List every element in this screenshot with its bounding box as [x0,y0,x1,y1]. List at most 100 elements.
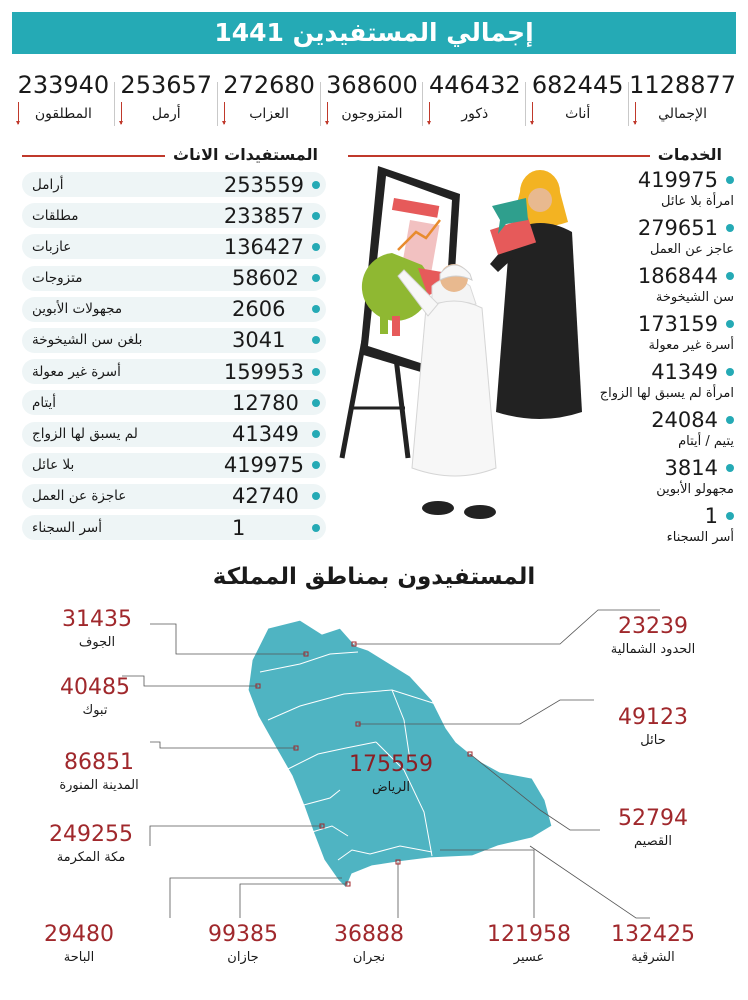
presentation-illustration [339,166,582,519]
total-label: المتزوجون [341,106,403,122]
item-label: أيتام [32,394,57,411]
bullet-icon [312,242,320,251]
total-label: ذكور [461,106,489,122]
heading-rule [348,155,722,157]
region-makkah: 249255 مكة المكرمة [26,822,156,868]
item-label: أسرة غير معولة [648,338,734,353]
tick-arrow-icon [118,102,123,125]
item-label: سن الشيخوخة [655,290,734,305]
list-item: 419975 بلا عائل [22,452,326,478]
bullet-icon [312,398,320,407]
list-item: 253559 أرامل [22,172,326,197]
region-label: عسير [513,950,545,965]
item-value: 2606 [232,297,286,322]
item-value: 136427 [223,234,304,259]
region-eastern: 132425 الشرقية [588,922,718,968]
region-label: الباحة [63,950,95,965]
bullet-icon [312,461,320,470]
region-label: جازان [227,950,259,965]
region-value: 121958 [487,922,571,947]
region-asir: 121958 عسير [464,922,594,968]
item-value: 173159 [637,312,718,336]
item-value: 186844 [637,264,718,288]
item-label: مطلقات [32,207,79,224]
bullet-icon [312,274,320,283]
item-label: أسر السجناء [32,519,102,536]
total-female: 682445 أناث [526,68,629,130]
region-value: 36888 [334,922,404,947]
item-label: متزوجات [32,270,83,287]
bullet-icon [726,416,734,424]
bullet-icon [726,512,734,520]
tick-arrow-icon [427,102,432,125]
tick-arrow-icon [221,102,226,125]
total-value: 233940 [17,71,110,99]
region-value: 99385 [208,922,278,947]
services-section-heading: الخدمات [348,143,722,167]
tick-arrow-icon [530,102,535,125]
services-section-title: الخدمات [649,145,722,164]
item-label: مجهولو الأبوين [656,482,734,497]
list-item: 58602 متزوجات [22,265,326,291]
bullet-icon [312,367,320,376]
region-jouf: 31435 الجوف [32,607,162,653]
bullet-icon [312,305,320,314]
item-label: امرأة بلا عائل [661,194,734,209]
item-label: عاجز عن العمل [649,242,734,257]
bullet-icon [312,211,320,220]
female-section-heading: المستفيدات الاناث [22,143,318,167]
region-value: 31435 [62,607,132,632]
total-divorced: 233940 المطلقون [12,68,115,130]
female-section-title: المستفيدات الاناث [165,145,318,164]
list-item: 136427 عازبات [22,234,326,260]
total-label: الإجمالي [658,106,707,122]
list-item: 12780 أيتام [22,390,326,416]
item-label: أسرة غير معولة [32,363,121,380]
region-riyadh: 175559 الرياض [326,752,456,798]
item-value: 1 [704,504,718,528]
page-title: إجمالي المستفيدين 1441 [12,12,736,54]
region-northern-borders: 23239 الحدود الشمالية [588,614,718,660]
region-label: الجوف [78,635,116,650]
list-item: 3041 بلغن سن الشيخوخة [22,327,326,353]
item-label: بلغن سن الشيخوخة [32,332,143,349]
total-label: المطلقون [34,106,92,122]
bullet-icon [726,464,734,472]
list-item: 42740 عاجزة عن العمل [22,483,326,509]
item-value: 253559 [223,172,304,197]
bullet-icon [312,523,320,532]
total-label: أرمل [151,106,181,122]
total-value: 1128877 [629,71,736,99]
region-value: 52794 [618,806,688,831]
bullet-icon [726,320,734,328]
item-label: لم يسبق لها الزواج [32,426,138,442]
region-value: 86851 [64,750,134,775]
tick-arrow-icon [633,102,638,125]
list-item: 173159 أسرة غير معولة [534,312,734,360]
item-label: يتيم / أيتام [678,434,734,449]
region-label: حائل [640,733,666,748]
item-value: 41349 [651,360,718,384]
region-label: المدينة المنورة [59,778,139,793]
total-value: 368600 [326,71,418,99]
list-item: 233857 مطلقات [22,203,326,229]
item-label: عازبات [32,238,72,255]
list-item: 41349 امرأة لم يسبق لها الزواج [534,360,734,408]
map-title: المستفيدون بمناطق المملكة [212,564,536,590]
region-label: مكة المكرمة [56,850,126,865]
item-value: 41349 [232,422,299,446]
item-value: 279651 [637,216,718,240]
total-all: 1128877 الإجمالي [629,68,736,130]
item-label: امرأة لم يسبق لها الزواج [599,386,734,401]
total-label: أناث [565,106,591,122]
list-item: 1 أسر السجناء [534,504,734,552]
item-label: بلا عائل [32,457,75,474]
list-item: 3814 مجهولو الأبوين [534,456,734,504]
bullet-icon [312,492,320,501]
total-married: 368600 المتزوجون [321,68,424,130]
list-item: 1 أسر السجناء [22,515,326,541]
region-jazan: 99385 جازان [178,922,308,968]
list-item: 2606 مجهولات الأبوين [22,296,326,322]
bullet-icon [726,176,734,184]
region-label: القصيم [634,834,672,849]
